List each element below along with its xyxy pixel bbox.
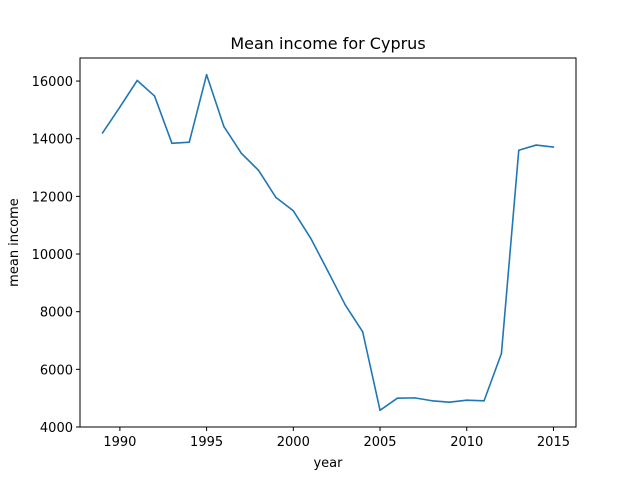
y-tick-label: 10000 xyxy=(32,248,73,263)
y-tick-label: 4000 xyxy=(40,421,73,436)
data-point xyxy=(448,401,451,404)
x-tick-label: 2005 xyxy=(363,435,396,450)
data-point xyxy=(240,152,243,154)
data-point xyxy=(552,146,555,148)
data-point xyxy=(101,132,104,134)
y-tick-label: 12000 xyxy=(32,190,73,205)
data-point xyxy=(205,73,208,76)
series-line xyxy=(101,73,554,412)
x-tick-label: 1990 xyxy=(103,435,136,450)
data-point xyxy=(413,397,416,399)
data-point xyxy=(517,149,520,152)
data-point xyxy=(136,79,139,82)
data-point xyxy=(223,125,225,128)
data-point xyxy=(292,209,295,212)
plot-area xyxy=(101,73,555,412)
data-point xyxy=(465,399,468,401)
data-point xyxy=(483,399,485,402)
data-point xyxy=(431,399,433,402)
x-tick-label: 2000 xyxy=(277,435,310,450)
data-point xyxy=(379,409,381,412)
y-tick-label: 6000 xyxy=(40,363,73,378)
data-point xyxy=(257,169,260,172)
data-point xyxy=(188,141,191,143)
data-point xyxy=(153,95,156,97)
data-point xyxy=(361,331,364,333)
data-point xyxy=(535,144,537,146)
data-point xyxy=(396,397,399,399)
data-point xyxy=(309,237,312,239)
x-tick-label: 1995 xyxy=(190,435,223,450)
data-point xyxy=(275,196,277,199)
y-tick-label: 14000 xyxy=(32,133,73,148)
data-point xyxy=(327,270,329,273)
y-tick-label: 16000 xyxy=(32,75,73,90)
x-axis-label: year xyxy=(313,456,343,471)
data-point xyxy=(171,142,173,145)
y-axis-label: mean income xyxy=(7,198,22,287)
y-tick-label: 8000 xyxy=(40,306,73,321)
x-tick-label: 2015 xyxy=(537,435,570,450)
plot-frame xyxy=(79,57,577,428)
chart-title: Mean income for Cyprus xyxy=(230,34,425,53)
x-axis-ticks: 1990 1995 2000 2005 2010 2015 xyxy=(103,427,570,450)
y-axis-ticks: 4000 6000 8000 10000 12000 14000 16000 xyxy=(32,75,80,436)
data-point xyxy=(500,352,503,355)
x-tick-label: 2010 xyxy=(450,435,483,450)
data-point xyxy=(344,304,347,306)
data-point xyxy=(119,106,121,108)
